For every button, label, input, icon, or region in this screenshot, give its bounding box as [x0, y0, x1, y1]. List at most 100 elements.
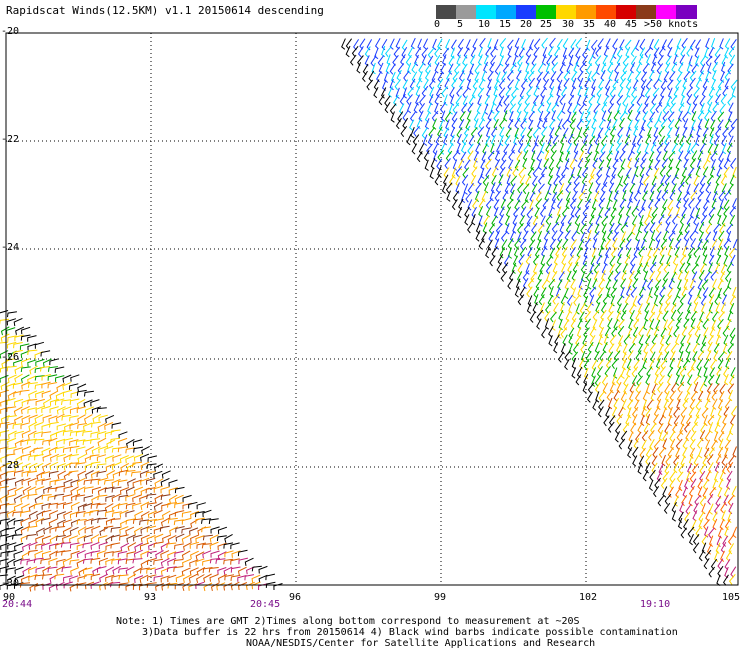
wind-barb: [731, 86, 736, 98]
wind-barb: [638, 53, 644, 66]
wind-barb: [512, 165, 519, 177]
wind-barb: [223, 566, 233, 576]
wind-barb: [61, 414, 72, 421]
wind-barb: [27, 549, 38, 556]
wind-barb: [394, 79, 401, 91]
wind-barb: [421, 127, 428, 139]
wind-barb: [601, 374, 609, 386]
wind-barb: [472, 78, 479, 90]
wind-barb: [443, 94, 448, 106]
wind-barb: [607, 397, 613, 410]
wind-barb: [119, 526, 129, 534]
wind-barb: [522, 270, 530, 282]
wind-barb: [704, 430, 711, 442]
wind-barb: [492, 94, 498, 106]
wind-barb: [526, 135, 532, 147]
wind-barb: [84, 406, 94, 415]
wind-barb: [669, 102, 676, 114]
wind-barb: [680, 527, 687, 539]
wind-barb: [729, 54, 736, 66]
wind-barb: [591, 118, 597, 130]
wind-barb: [607, 310, 614, 322]
wind-barb: [40, 350, 51, 357]
wind-barb: [96, 407, 107, 413]
wind-barb: [167, 582, 178, 589]
wind-barb: [34, 438, 45, 445]
wind-barb: [715, 86, 722, 98]
wind-barb: [374, 47, 379, 60]
wind-barb: [104, 445, 114, 454]
wind-barb: [676, 38, 682, 50]
wind-barb: [526, 286, 533, 298]
wind-barb: [27, 349, 38, 356]
wind-barb: [691, 110, 697, 123]
wind-barb: [709, 166, 715, 178]
wind-barb: [667, 319, 674, 331]
wind-barb: [406, 133, 412, 146]
wind-barb: [258, 583, 268, 590]
wind-barb: [63, 575, 73, 582]
wind-barb: [609, 382, 615, 394]
wind-barb: [160, 486, 170, 494]
wind-barb: [540, 287, 547, 299]
wind-barb: [701, 86, 708, 98]
wind-barb: [720, 550, 725, 562]
wind-barb: [676, 71, 683, 83]
wind-barb: [20, 575, 31, 584]
wind-barb: [140, 477, 150, 486]
wind-barb: [428, 93, 434, 106]
wind-barb: [706, 453, 714, 466]
wind-barb: [231, 550, 241, 558]
wind-barb: [470, 126, 478, 138]
wind-barb: [659, 286, 666, 298]
wind-barb: [641, 119, 646, 132]
wind-barb: [721, 510, 726, 522]
wind-barb: [14, 575, 24, 583]
wind-barb: [637, 294, 644, 306]
wind-barb: [460, 151, 467, 163]
wind-barb: [505, 127, 512, 139]
wind-barb: [596, 366, 603, 378]
wind-barb: [617, 214, 623, 226]
wind-barb: [7, 542, 17, 550]
wind-barb: [188, 573, 198, 583]
wind-barb: [685, 173, 692, 185]
wind-barb: [20, 439, 30, 446]
wind-barb: [622, 55, 630, 67]
wind-barb: [691, 271, 698, 283]
wind-barb: [491, 126, 498, 138]
wind-barb: [718, 230, 725, 242]
wind-barb: [195, 581, 205, 590]
wind-barb: [237, 549, 248, 557]
wind-barb: [649, 38, 654, 51]
wind-barb: [715, 495, 722, 507]
wind-barb: [20, 358, 31, 366]
wind-barb: [28, 566, 38, 575]
wind-barb: [76, 446, 86, 454]
wind-barb: [704, 549, 712, 561]
wind-barb: [598, 246, 603, 258]
wind-barb: [406, 62, 412, 75]
wind-barb: [697, 238, 703, 250]
wind-barb: [238, 582, 248, 590]
wind-barb: [671, 213, 679, 225]
color-swatch: [576, 5, 597, 19]
wind-barb: [104, 551, 114, 558]
wind-barb: [387, 86, 393, 98]
wind-barb: [195, 517, 205, 524]
wind-barb: [654, 197, 661, 209]
wind-barb: [686, 45, 693, 57]
wind-barb: [140, 453, 150, 462]
wind-barb: [649, 469, 656, 481]
wind-barb: [697, 190, 705, 202]
wind-barb: [493, 110, 500, 122]
wind-barb: [697, 366, 702, 378]
wind-barb: [648, 429, 655, 441]
wind-barb: [362, 63, 369, 75]
wind-barb: [472, 198, 479, 210]
wind-barb: [698, 70, 704, 82]
wind-barb: [560, 214, 567, 226]
wind-barb: [28, 541, 38, 550]
wind-barb: [118, 469, 129, 477]
wind-barb: [493, 79, 499, 91]
